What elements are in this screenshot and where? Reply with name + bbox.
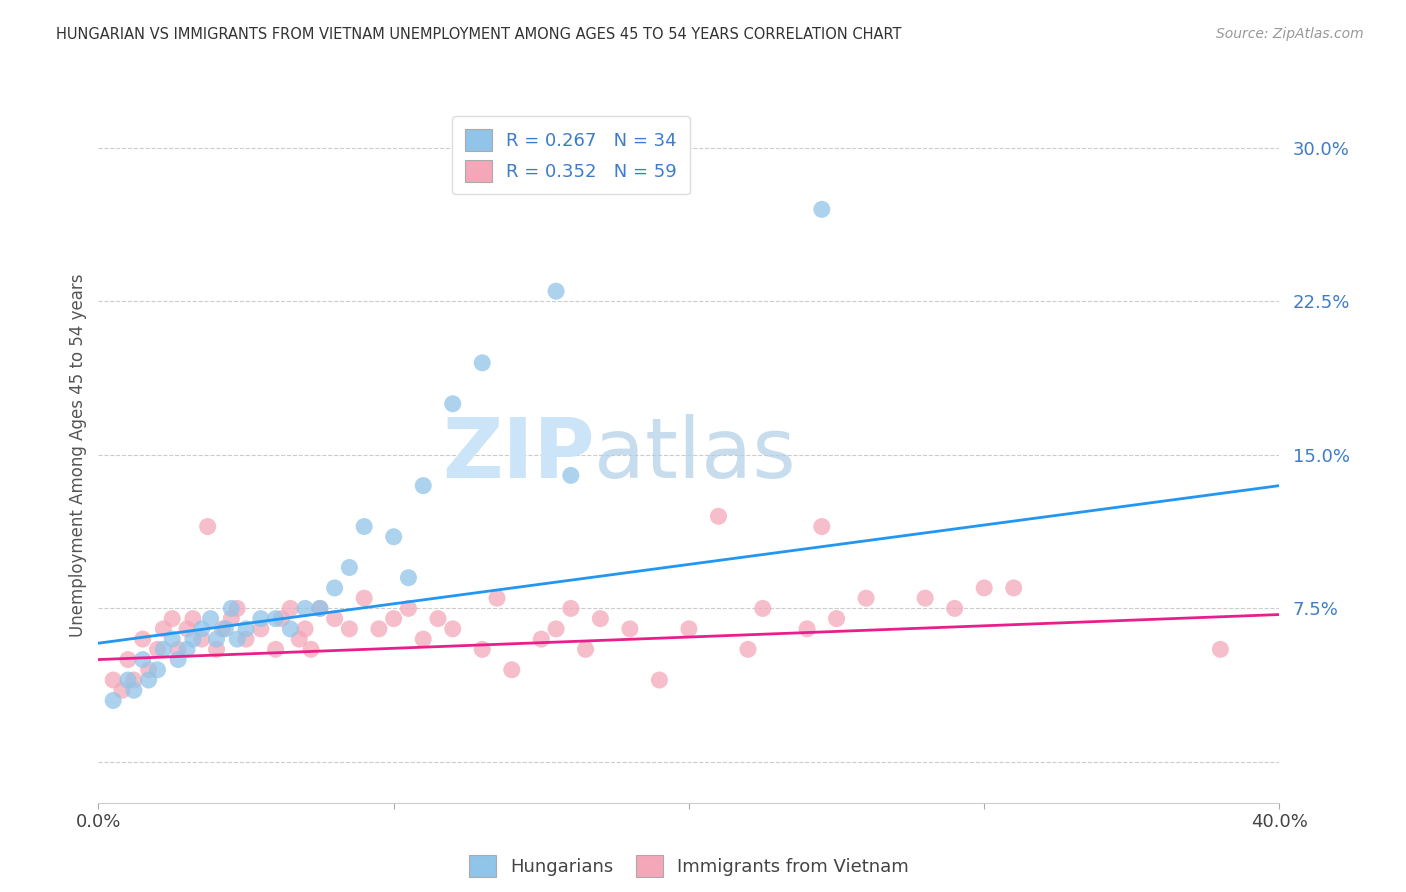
Point [162, 632, 183, 646]
Point [589, 612, 612, 626]
Point [796, 622, 818, 636]
Point [412, 478, 434, 492]
Point [226, 632, 249, 646]
Point [250, 622, 273, 636]
Point [309, 601, 332, 615]
Point [176, 642, 198, 657]
Point [412, 632, 434, 646]
Point [560, 468, 582, 483]
Point [855, 591, 877, 606]
Point [205, 632, 228, 646]
Point [117, 673, 139, 687]
Point [122, 673, 145, 687]
Point [181, 632, 204, 646]
Point [288, 632, 311, 646]
Point [235, 622, 257, 636]
Point [167, 642, 190, 657]
Text: ZIP: ZIP [441, 415, 595, 495]
Point [441, 622, 464, 636]
Point [103, 693, 125, 707]
Point [132, 652, 155, 666]
Point [486, 591, 509, 606]
Point [132, 632, 155, 646]
Point [810, 202, 832, 217]
Point [219, 601, 242, 615]
Point [825, 612, 848, 626]
Point [353, 591, 375, 606]
Point [200, 612, 222, 626]
Point [396, 601, 419, 615]
Point [501, 663, 523, 677]
Point [191, 622, 214, 636]
Point [707, 509, 730, 524]
Text: atlas: atlas [595, 415, 796, 495]
Point [560, 601, 582, 615]
Point [122, 683, 145, 698]
Y-axis label: Unemployment Among Ages 45 to 54 years: Unemployment Among Ages 45 to 54 years [69, 273, 87, 637]
Point [138, 673, 160, 687]
Point [162, 612, 183, 626]
Point [299, 642, 322, 657]
Point [167, 652, 190, 666]
Point [278, 601, 302, 615]
Point [250, 612, 273, 626]
Point [270, 612, 292, 626]
Text: Source: ZipAtlas.com: Source: ZipAtlas.com [1216, 27, 1364, 41]
Point [441, 397, 464, 411]
Point [117, 652, 139, 666]
Point [648, 673, 671, 687]
Point [396, 571, 419, 585]
Point [427, 612, 450, 626]
Point [544, 622, 567, 636]
Point [226, 601, 249, 615]
Point [205, 642, 228, 657]
Point [810, 519, 832, 533]
Point [152, 642, 174, 657]
Point [152, 622, 174, 636]
Point [353, 519, 375, 533]
Point [211, 622, 233, 636]
Point [146, 642, 169, 657]
Point [737, 642, 759, 657]
Point [368, 622, 391, 636]
Point [544, 284, 567, 298]
Point [264, 642, 287, 657]
Legend: Hungarians, Immigrants from Vietnam: Hungarians, Immigrants from Vietnam [461, 847, 917, 884]
Point [197, 519, 219, 533]
Point [1209, 642, 1232, 657]
Point [111, 683, 134, 698]
Point [219, 612, 242, 626]
Point [264, 612, 287, 626]
Point [1002, 581, 1025, 595]
Point [382, 530, 405, 544]
Point [191, 632, 214, 646]
Point [103, 673, 125, 687]
Point [309, 601, 332, 615]
Point [181, 612, 204, 626]
Point [914, 591, 936, 606]
Point [294, 601, 316, 615]
Point [176, 622, 198, 636]
Text: HUNGARIAN VS IMMIGRANTS FROM VIETNAM UNEMPLOYMENT AMONG AGES 45 TO 54 YEARS CORR: HUNGARIAN VS IMMIGRANTS FROM VIETNAM UNE… [56, 27, 901, 42]
Point [619, 622, 641, 636]
Point [471, 642, 494, 657]
Point [235, 632, 257, 646]
Point [678, 622, 700, 636]
Point [323, 612, 346, 626]
Point [382, 612, 405, 626]
Point [471, 356, 494, 370]
Point [943, 601, 966, 615]
Point [294, 622, 316, 636]
Point [138, 663, 160, 677]
Point [574, 642, 596, 657]
Point [278, 622, 302, 636]
Point [530, 632, 553, 646]
Point [323, 581, 346, 595]
Point [337, 622, 360, 636]
Point [146, 663, 169, 677]
Point [751, 601, 773, 615]
Point [214, 622, 236, 636]
Point [973, 581, 995, 595]
Point [337, 560, 360, 574]
